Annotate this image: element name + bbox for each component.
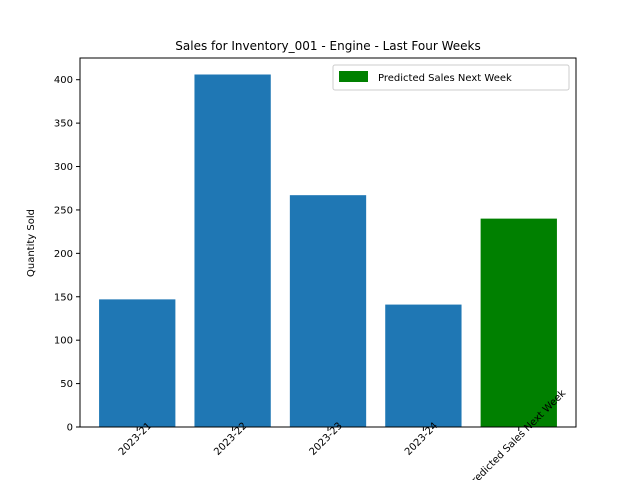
bar-3 bbox=[385, 304, 462, 427]
chart-title: Sales for Inventory_001 - Engine - Last … bbox=[175, 39, 480, 53]
y-tick-label-0: 0 bbox=[67, 423, 73, 434]
y-tick-label-7: 350 bbox=[54, 119, 73, 130]
y-tick-label-8: 400 bbox=[54, 75, 73, 86]
bars-layer bbox=[99, 74, 557, 427]
bar-4 bbox=[480, 218, 557, 427]
y-tick-label-2: 100 bbox=[54, 336, 73, 347]
y-tick-label-4: 200 bbox=[54, 249, 73, 260]
legend-label: Predicted Sales Next Week bbox=[378, 73, 512, 84]
y-tick-label-1: 50 bbox=[60, 379, 73, 390]
y-tick-label-6: 300 bbox=[54, 162, 73, 173]
legend: Predicted Sales Next Week bbox=[332, 64, 570, 91]
bar-1 bbox=[194, 74, 271, 427]
legend-swatch bbox=[339, 71, 368, 82]
y-tick-label-3: 150 bbox=[54, 292, 73, 303]
y-tick-label-5: 250 bbox=[54, 205, 73, 216]
y-axis-ticks: 0 50 100 150 200 250 300 350 400 bbox=[54, 75, 80, 434]
legend-box bbox=[332, 64, 570, 91]
bar-2 bbox=[289, 195, 367, 427]
y-axis-label: Quantity Sold bbox=[26, 209, 37, 277]
bar-0 bbox=[99, 299, 176, 427]
plot-frame bbox=[79, 57, 577, 428]
